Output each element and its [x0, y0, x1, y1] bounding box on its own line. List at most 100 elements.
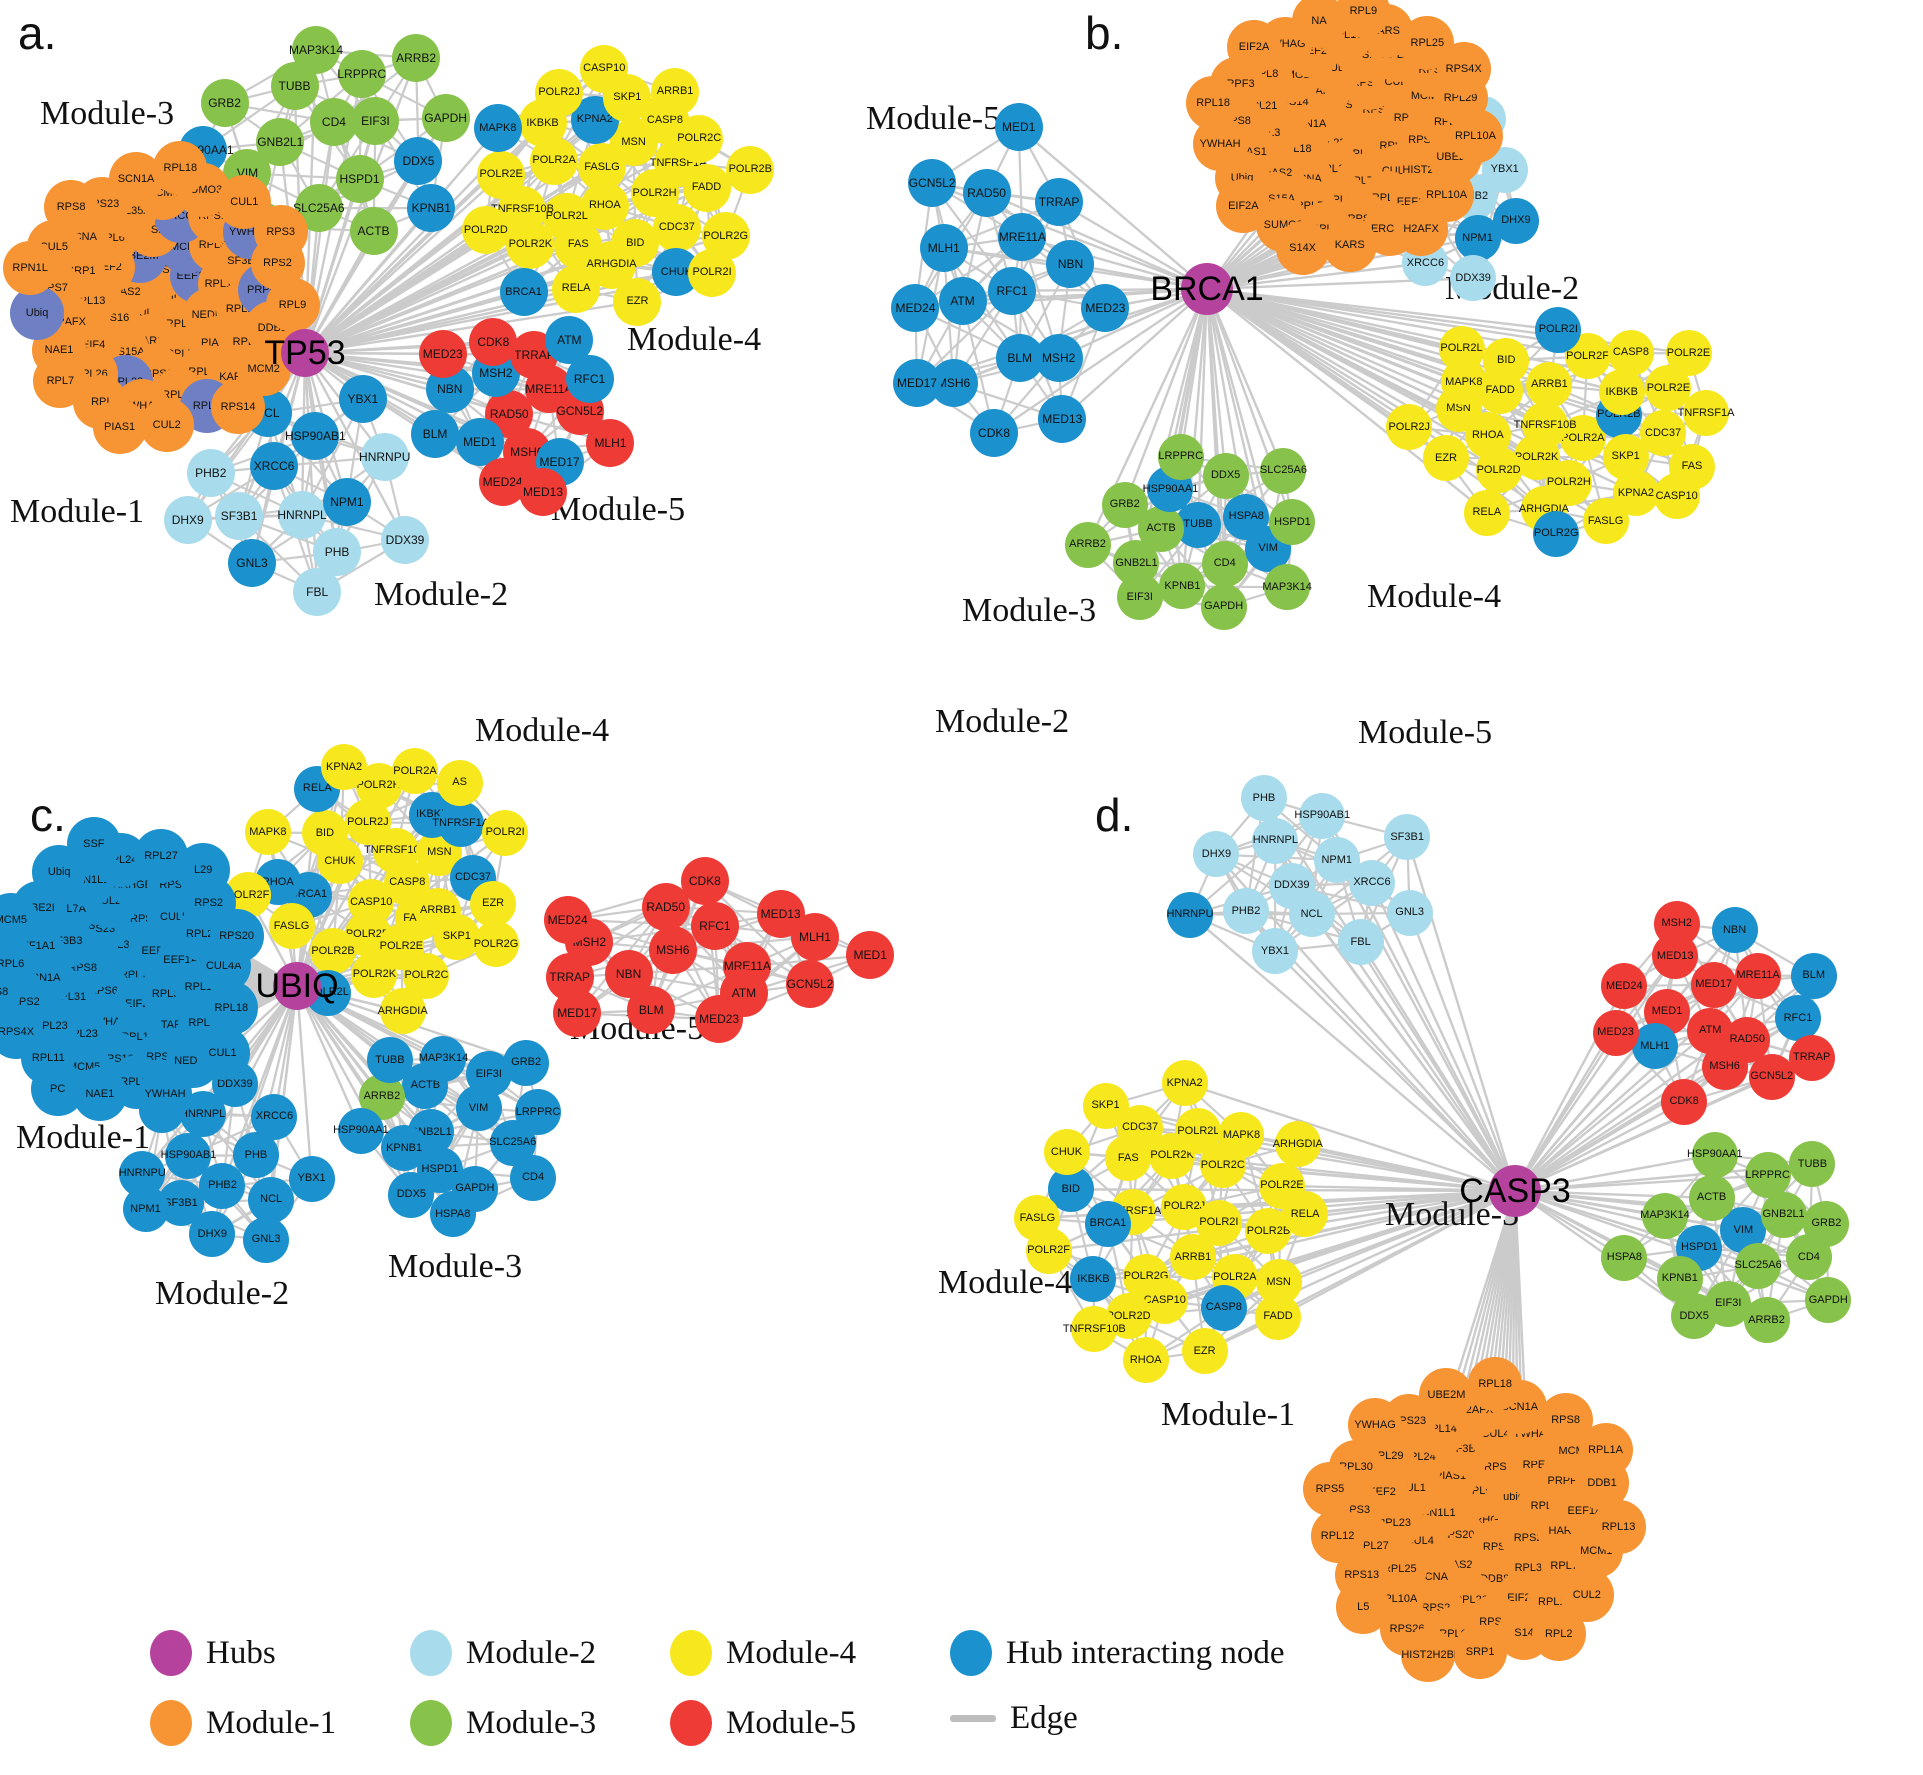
cluster-node[interactable]: SSF [66, 817, 121, 872]
network-node[interactable]: CASP10 [1653, 473, 1700, 520]
network-node[interactable]: POLR2C [675, 114, 724, 163]
network-node[interactable]: BRCA1 [1084, 1200, 1131, 1247]
cluster-node[interactable]: PC [30, 1062, 85, 1117]
network-node[interactable]: POLR2D [461, 206, 510, 255]
hub-node-casp3[interactable]: CASP3 [1459, 1165, 1571, 1217]
network-node[interactable]: BLM [1790, 952, 1837, 999]
network-node[interactable]: DDX5 [394, 137, 443, 186]
cluster-node[interactable]: RPL10A [1448, 108, 1503, 163]
network-node[interactable]: MED17 [1690, 961, 1737, 1008]
cluster-node[interactable]: YWHAH [138, 1066, 193, 1121]
network-node[interactable]: GAPDH [1200, 583, 1247, 630]
hub-node-ubiq[interactable]: UBIQ [255, 962, 339, 1010]
cluster-node[interactable]: RPS3 [253, 204, 308, 259]
network-node[interactable]: DHX9 [163, 495, 212, 544]
cluster-node[interactable]: HIST2H2BE [1401, 1628, 1456, 1683]
network-node[interactable]: KPNB1 [1159, 563, 1206, 610]
network-node[interactable]: EIF3I [351, 96, 400, 145]
network-node[interactable]: MED13 [519, 468, 567, 517]
network-node[interactable]: TNFRSF10B [1063, 1306, 1126, 1353]
network-node[interactable]: KPNB1 [407, 184, 456, 233]
network-node[interactable]: SF3B1 [1384, 814, 1431, 861]
cluster-node[interactable]: RPL12 [1310, 1509, 1365, 1564]
network-node[interactable]: ARHGDIA [1273, 1121, 1323, 1167]
network-node[interactable]: MLH1 [919, 223, 968, 272]
cluster-node[interactable]: RPL18 [1186, 75, 1241, 130]
network-node[interactable]: MSH6 [648, 925, 697, 974]
network-node[interactable]: ATM [938, 276, 987, 325]
network-node[interactable]: ACTB [1688, 1174, 1735, 1221]
network-node[interactable]: FADD [1255, 1293, 1302, 1340]
network-node[interactable]: NCL [248, 1176, 295, 1223]
network-node[interactable]: XRCC6 [250, 442, 299, 491]
network-node[interactable]: POLR2A [391, 748, 438, 794]
network-node[interactable]: HSPA8 [429, 1191, 476, 1238]
network-node[interactable]: LRPPRC [515, 1089, 562, 1136]
network-node[interactable]: POLR2L [1438, 325, 1485, 372]
network-node[interactable]: CASP8 [1607, 329, 1654, 376]
network-node[interactable]: SKP1 [433, 913, 480, 960]
network-node[interactable]: NPM1 [322, 478, 371, 527]
network-node[interactable]: TNFRSF1A [432, 800, 489, 847]
network-node[interactable]: FASLG [1014, 1195, 1061, 1242]
network-node[interactable]: HSPD1 [335, 155, 384, 204]
cluster-node[interactable]: SRP1 [1453, 1625, 1508, 1680]
network-node[interactable]: HSP90AB1 [1294, 792, 1350, 839]
cluster-node[interactable]: RPL7 [33, 353, 88, 408]
network-node[interactable]: HSP90AA1 [333, 1107, 389, 1154]
network-node[interactable]: SKP1 [1082, 1082, 1129, 1129]
cluster-node[interactable]: RPS5 [1302, 1461, 1357, 1516]
network-node[interactable]: GRB2 [200, 79, 249, 128]
network-node[interactable]: MAP3K14 [1262, 564, 1312, 611]
network-node[interactable]: DHX9 [1193, 831, 1240, 878]
network-node[interactable]: CDK8 [1661, 1078, 1708, 1125]
network-node[interactable]: CHUK [1043, 1129, 1090, 1176]
network-node[interactable]: DDX39 [381, 515, 430, 564]
network-node[interactable]: HSPD1 [1269, 499, 1316, 546]
hub-node-brca1[interactable]: BRCA1 [1150, 263, 1264, 315]
network-node[interactable]: MED1 [846, 930, 895, 979]
cluster-node[interactable]: RPS14 [211, 380, 266, 434]
cluster-node[interactable]: Ubiq [10, 286, 65, 341]
network-node[interactable]: GRB2 [1803, 1200, 1850, 1247]
network-node[interactable]: MAPK8 [473, 104, 522, 153]
network-node[interactable]: HNRNPL [277, 491, 327, 540]
network-node[interactable]: GRB2 [1101, 481, 1148, 528]
network-node[interactable]: BLM [411, 410, 460, 459]
network-node[interactable]: EZR [470, 880, 517, 927]
cluster-node[interactable]: RPL18 [153, 141, 208, 196]
network-node[interactable]: ARHGDIA [378, 988, 428, 1035]
network-node[interactable]: MRE11A [1735, 952, 1782, 999]
network-node[interactable]: HNRNPL [1252, 817, 1299, 864]
network-node[interactable]: CASP8 [1200, 1284, 1247, 1331]
network-node[interactable]: MED1 [994, 103, 1043, 152]
network-node[interactable]: MED23 [1592, 1009, 1639, 1056]
network-node[interactable]: GNL3 [1386, 889, 1433, 936]
cluster-node[interactable]: RPS8 [0, 964, 21, 1019]
network-node[interactable]: MAP3K14 [289, 26, 343, 75]
network-node[interactable]: POLR2J [535, 68, 584, 117]
cluster-node[interactable]: CUL2 [139, 397, 194, 452]
cluster-node[interactable]: RPL13 [1591, 1499, 1646, 1554]
cluster-node[interactable]: RPS4X [1436, 42, 1491, 97]
network-node[interactable]: GCN5L2 [908, 159, 957, 208]
network-node[interactable]: POLR2I [688, 248, 737, 297]
network-node[interactable]: HSPA8 [1601, 1234, 1648, 1281]
cluster-node[interactable]: H2AFX [1394, 202, 1449, 257]
network-node[interactable]: GCN5L2 [1748, 1053, 1795, 1100]
network-node[interactable]: MED23 [1081, 283, 1130, 332]
network-node[interactable]: YBX1 [288, 1155, 335, 1202]
network-node[interactable]: HNRNPU [1166, 891, 1214, 938]
network-node[interactable]: ARRB2 [392, 34, 441, 83]
network-node[interactable]: POLR2E [1665, 330, 1712, 377]
module-1-dense-cluster[interactable]: RPL7 RPS6 RPL35A EIF2A RPS8 EEF2 YWHAG RPS23 RPL… [0, 817, 264, 1125]
network-node[interactable]: NBN [1046, 240, 1095, 289]
cluster-node[interactable]: PIAS1 [92, 400, 147, 455]
network-node[interactable]: MAP3K14 [419, 1035, 468, 1082]
network-node[interactable]: HNRNPU [359, 432, 410, 481]
cluster-node[interactable]: UBE2M [1419, 1368, 1474, 1423]
network-node[interactable]: FADD [682, 163, 731, 212]
network-node[interactable]: MED24 [891, 284, 940, 333]
network-node[interactable]: SF3B1 [215, 492, 264, 541]
network-node[interactable]: RFC1 [988, 266, 1037, 315]
